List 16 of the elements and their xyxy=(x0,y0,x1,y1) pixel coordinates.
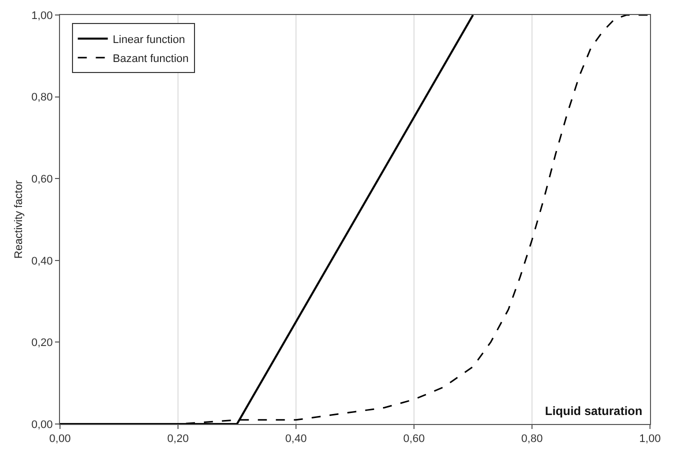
legend-label: Bazant function xyxy=(112,52,189,65)
x-tick-label: 0,40 xyxy=(285,433,307,446)
y-tick-label: 0,60 xyxy=(31,173,53,186)
y-tick-label: 0,00 xyxy=(31,418,53,431)
x-axis-title: Liquid saturation xyxy=(545,404,642,418)
x-tick-label: 0,80 xyxy=(521,433,543,446)
y-tick-label: 0,40 xyxy=(31,255,53,268)
y-tick-label: 0,20 xyxy=(31,337,53,350)
x-tick-label: 0,20 xyxy=(167,433,189,446)
x-tick-label: 1,00 xyxy=(639,433,661,446)
legend-label: Linear function xyxy=(112,34,185,46)
x-tick-label: 0,00 xyxy=(49,433,71,446)
y-tick-label: 0,80 xyxy=(31,92,53,104)
x-tick-label: 0,60 xyxy=(403,433,425,446)
y-axis-title: Reactivity factor xyxy=(13,180,26,259)
y-tick-label: 1,00 xyxy=(31,10,53,22)
